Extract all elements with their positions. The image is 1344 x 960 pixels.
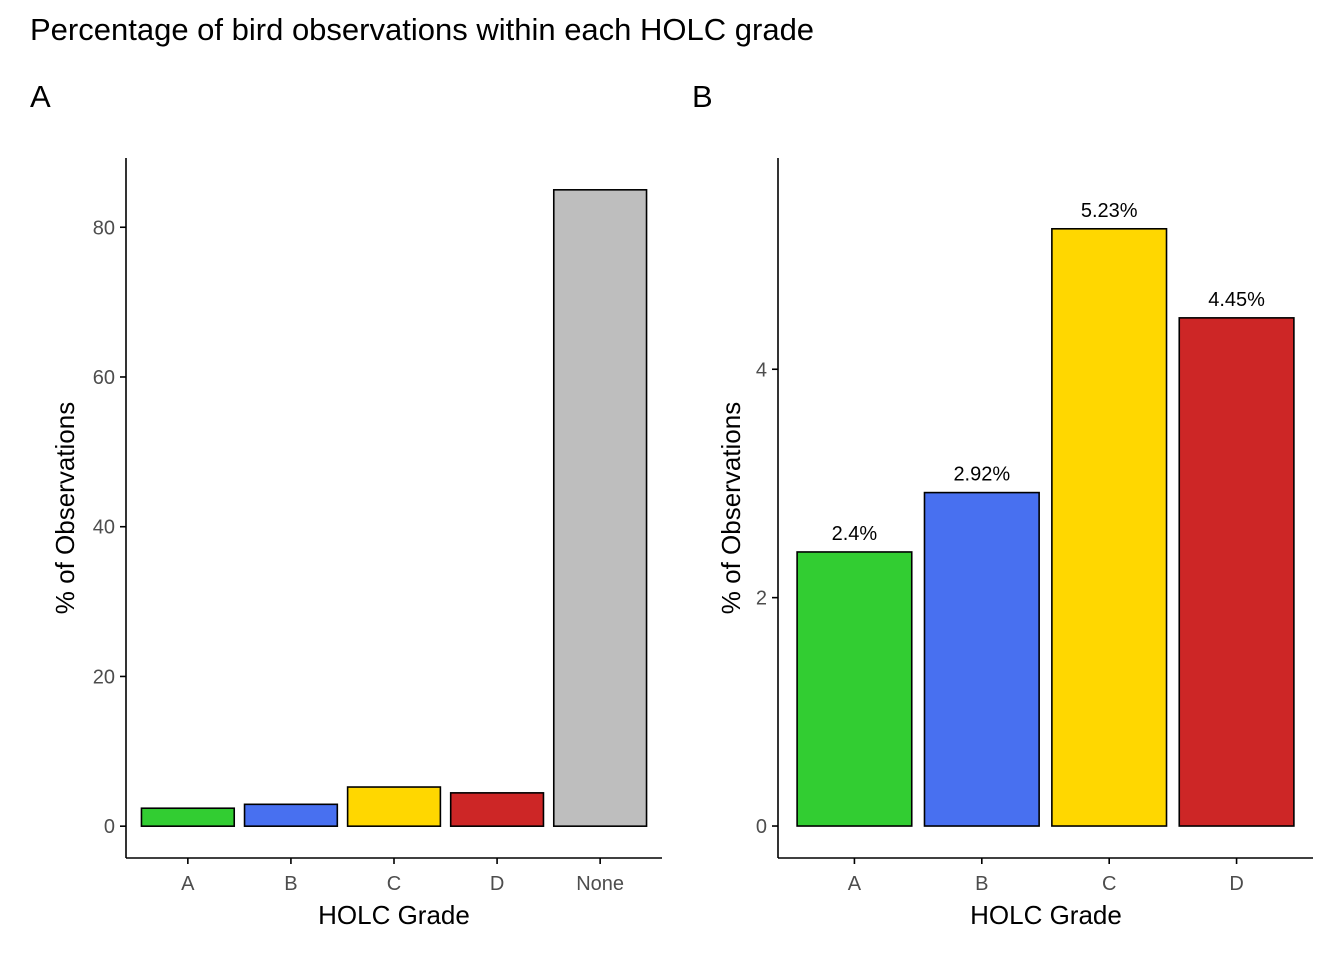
panel-a-x-tick-label: None xyxy=(576,873,624,895)
panel-b-bar-b xyxy=(923,491,1040,827)
panel-b-y-tick-label: 0 xyxy=(756,816,767,838)
panel-a-bar-d xyxy=(449,792,545,827)
panel-b-y-ticks: 0 2 4 xyxy=(756,359,778,838)
panel-b-y-tick-label: 4 xyxy=(756,359,767,381)
panel-a-x-tick-label: A xyxy=(181,873,195,895)
panel-b-tag: B xyxy=(692,79,713,114)
panel-a-x-tick-label: D xyxy=(490,873,504,895)
panel-a-x-tick-label: B xyxy=(284,873,297,895)
panel-a-x-ticks: A B C D None xyxy=(181,858,624,895)
panel-a-bar-a xyxy=(140,807,236,827)
panel-b-bar-a xyxy=(796,551,913,827)
panel-b-bar-d xyxy=(1178,317,1295,827)
panel-b-data-labels: 2.4% 2.92% 5.23% 4.45% xyxy=(832,200,1266,545)
panel-a-y-tick-label: 40 xyxy=(93,517,115,539)
panel-b-x-tick-label: C xyxy=(1102,873,1116,895)
panel-b-data-label-d: 4.45% xyxy=(1208,289,1265,311)
panel-b-y-tick-label: 2 xyxy=(756,588,767,610)
panel-b-data-label-c: 5.23% xyxy=(1081,200,1138,222)
panel-a-y-tick-label: 20 xyxy=(93,666,115,688)
panel-b-x-tick-label: A xyxy=(848,873,862,895)
panel-b-x-axis-title: HOLC Grade xyxy=(970,900,1122,930)
panel-a-bar-none xyxy=(552,189,648,827)
panel-b-data-label-b: 2.92% xyxy=(953,464,1010,486)
panel-a-bar-c xyxy=(346,786,442,827)
panel-a-bar-b xyxy=(243,803,339,827)
panel-a-y-axis-title: % of Observations xyxy=(50,402,80,614)
panel-b: B 0 2 4 A B C D 2.4% 2.92% 5.23% 4.45% HOLC Grad… xyxy=(692,79,1313,930)
chart-title: Percentage of bird observations within e… xyxy=(30,12,814,47)
panel-a-y-ticks: 0 20 40 60 80 xyxy=(93,217,126,838)
panel-a-x-tick-label: C xyxy=(387,873,401,895)
panel-b-x-tick-label: D xyxy=(1229,873,1243,895)
panel-a-x-axis-title: HOLC Grade xyxy=(318,900,470,930)
panel-b-x-tick-label: B xyxy=(975,873,988,895)
panel-b-data-label-a: 2.4% xyxy=(832,523,878,545)
panel-a: A 0 20 40 60 80 A B C D None HOLC Grade % of Obs… xyxy=(30,79,662,930)
panel-b-bars xyxy=(796,227,1295,827)
panel-a-y-tick-label: 60 xyxy=(93,367,115,389)
panel-a-y-tick-label: 0 xyxy=(104,816,115,838)
panel-a-y-tick-label: 80 xyxy=(93,217,115,239)
panel-a-bars xyxy=(140,189,648,827)
panel-a-tag: A xyxy=(30,79,51,114)
panel-b-x-ticks: A B C D xyxy=(848,858,1244,895)
panel-b-y-axis-title: % of Observations xyxy=(716,402,746,614)
panel-b-bar-c xyxy=(1051,227,1168,827)
